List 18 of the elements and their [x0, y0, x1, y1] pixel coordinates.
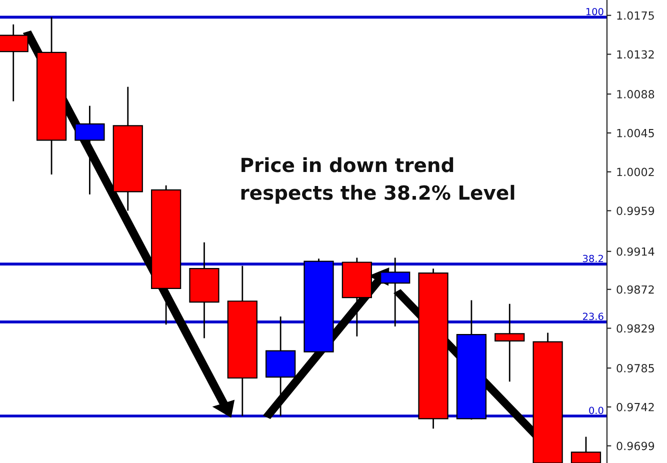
y-tick-label: 1.0175	[617, 11, 654, 20]
y-tick-label: 1.0002	[617, 168, 654, 176]
y-tick-label: 0.9699	[616, 442, 654, 450]
y-tick-label: 0.9914	[616, 247, 654, 256]
y-tick-label: 0.9959	[616, 206, 654, 216]
y-tick-label: 0.9785	[616, 364, 654, 372]
annotation: 0.0	[589, 406, 604, 414]
annotation: 23.6	[583, 312, 604, 320]
candlestick	[494, 303, 525, 382]
annotation: 100	[586, 8, 604, 16]
y-tick-label: 1.0132	[617, 50, 654, 59]
y-tick-label: 1.0045	[617, 128, 654, 138]
annotation: 38.2	[583, 254, 603, 262]
y-tick-label: 0.9742	[616, 402, 654, 412]
annotation: Price in down trend respects the 38.2% Level	[241, 157, 514, 204]
y-tick-label: 1.0088	[617, 90, 654, 98]
y-tick-label: 0.9829	[616, 324, 654, 333]
y-tick-label: 0.9872	[616, 285, 654, 294]
